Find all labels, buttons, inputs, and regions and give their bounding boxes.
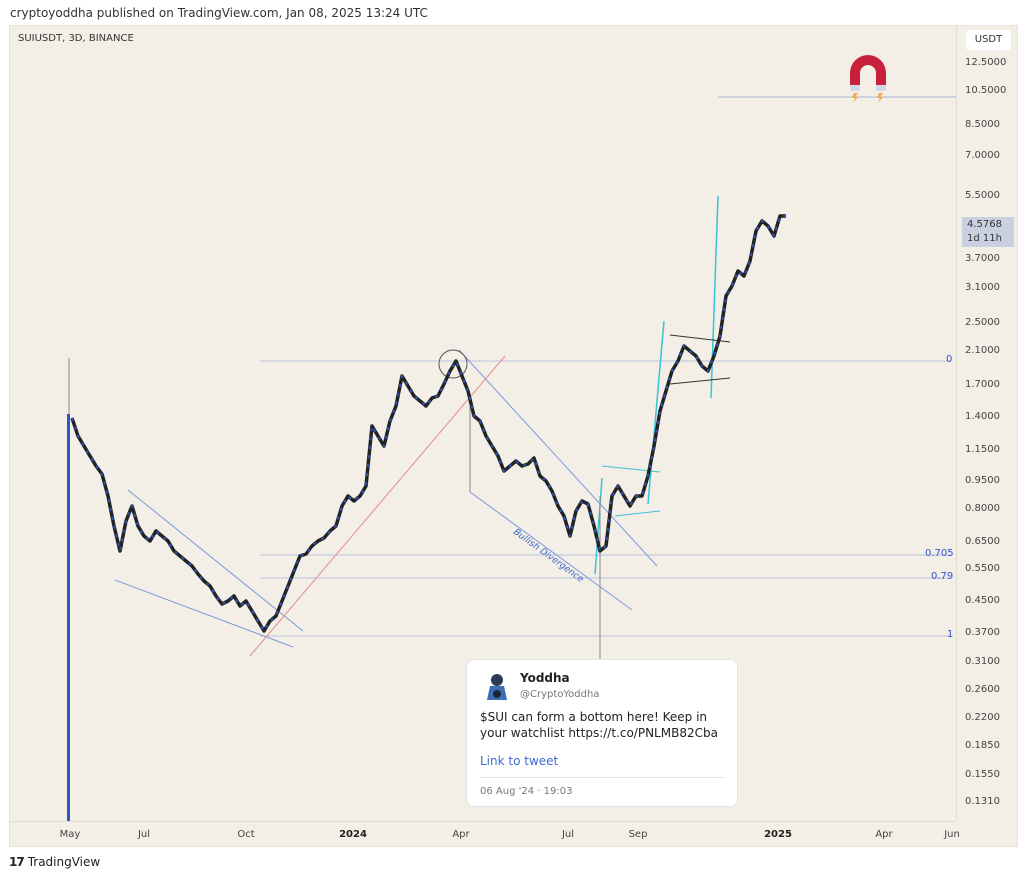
last-price: 4.5768 (967, 219, 1002, 230)
time-axis[interactable] (10, 821, 956, 847)
tweet-date: 06 Aug '24 · 19:03 (480, 786, 573, 797)
price-tick: 0.3700 (965, 627, 1000, 638)
price-tick: 0.2600 (965, 684, 1000, 695)
price-axis[interactable] (956, 26, 1018, 821)
bullish-divergence-label: Bullish Divergence (511, 527, 585, 585)
price-tick: 0.9500 (965, 475, 1000, 486)
price-tick: 0.4500 (965, 595, 1000, 606)
symbol-label: SUIUSDT, 3D, BINANCE (18, 33, 134, 44)
magnet-icon (846, 55, 890, 107)
price-tick: 2.5000 (965, 317, 1000, 328)
price-tick: 8.5000 (965, 119, 1000, 130)
divider (480, 777, 725, 778)
price-plot[interactable]: Bullish Divergence (10, 26, 956, 821)
last-price-badge: 4.5768 1d 11h (962, 217, 1014, 247)
time-tick: Jun (944, 829, 960, 840)
time-tick: Sep (628, 829, 648, 840)
tweet-author-name: Yoddha (520, 671, 570, 685)
chart-frame[interactable]: SUIUSDT, 3D, BINANCE (9, 25, 1018, 847)
price-tick: 0.6500 (965, 536, 1000, 547)
time-tick: 2024 (339, 829, 367, 840)
price-tick: 12.5000 (965, 57, 1007, 68)
currency-button[interactable]: USDT (966, 30, 1011, 50)
published-line: cryptoyoddha published on TradingView.co… (10, 6, 428, 20)
price-tick: 7.0000 (965, 150, 1000, 161)
tradingview-mark-icon: 17 (9, 855, 25, 869)
time-tick: Jul (137, 829, 151, 840)
bar-countdown: 1d 11h (967, 233, 1002, 244)
price-tick: 3.1000 (965, 282, 1000, 293)
candles (70, 214, 786, 633)
tweet-author-handle: @CryptoYoddha (520, 689, 600, 700)
price-tick: 0.1550 (965, 769, 1000, 780)
brand-name: TradingView (27, 855, 101, 869)
price-tick: 0.3100 (965, 656, 1000, 667)
tradingview-logo[interactable]: 17 TradingView (9, 855, 100, 869)
time-tick: Apr (452, 829, 470, 840)
price-tick: 1.7000 (965, 379, 1000, 390)
price-tick: 2.1000 (965, 345, 1000, 356)
price-tick: 1.1500 (965, 444, 1000, 455)
price-tick: 0.1310 (965, 796, 1000, 807)
tweet-card: Yoddha @CryptoYoddha $SUI can form a bot… (466, 659, 738, 807)
fib-1: 1 (947, 629, 954, 640)
avatar (483, 672, 511, 702)
price-tick: 1.4000 (965, 411, 1000, 422)
time-tick: 2025 (764, 829, 792, 840)
price-tick: 0.1850 (965, 740, 1000, 751)
price-tick: 0.5500 (965, 563, 1000, 574)
fib-079: 0.79 (931, 571, 954, 582)
fib-0705: 0.705 (925, 548, 954, 559)
price-tick: 10.5000 (965, 85, 1007, 96)
time-tick: May (59, 829, 81, 840)
price-tick: 0.2200 (965, 712, 1000, 723)
fib-0: 0 (946, 354, 953, 365)
tweet-link[interactable]: Link to tweet (480, 754, 559, 768)
price-tick: 0.8000 (965, 503, 1000, 514)
price-tick: 5.5000 (965, 190, 1000, 201)
tweet-text: $SUI can form a bottom here! Keep in you… (480, 710, 718, 740)
time-tick: Apr (875, 829, 893, 840)
time-tick: Jul (561, 829, 575, 840)
time-tick: Oct (237, 829, 255, 840)
price-tick: 3.7000 (965, 253, 1000, 264)
